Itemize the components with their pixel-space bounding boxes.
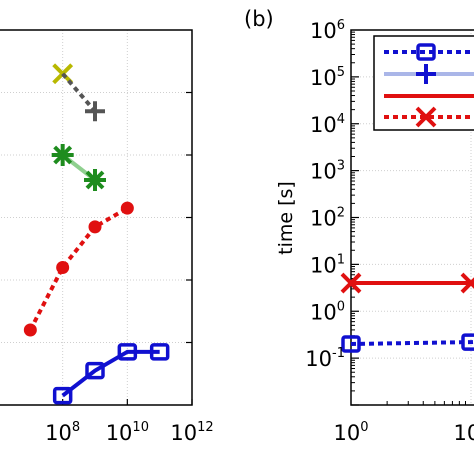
series-a-4-point-1-shape — [85, 361, 105, 380]
series-a-4 — [52, 343, 170, 405]
series-a-0-point-0 — [52, 63, 74, 85]
series-a-3-point-1-shape — [56, 261, 70, 274]
series-a-3-point-2-shape — [88, 220, 102, 234]
plot-frame-b — [350, 29, 474, 406]
x-tick-label-a-0: 108 — [45, 420, 80, 445]
series-a-3-point-2 — [88, 220, 102, 234]
series-a-4-line — [61, 349, 160, 398]
panel-b: (b) 106 105 104 103 102 101 100 10-1 100 101 tim… — [244, 7, 474, 445]
x-tick-label-b-1: 101 — [453, 420, 474, 445]
series-a-0-point-0-d2 — [52, 63, 74, 85]
x-tick-label-a-2: 1012 — [170, 420, 213, 445]
series-a-4-point-0 — [52, 386, 73, 405]
series-a-3-point-3 — [120, 201, 134, 215]
series-a-3 — [23, 201, 134, 337]
plot-frame-a — [0, 29, 193, 406]
y-tick-label-b-0: 106 — [310, 18, 345, 43]
y-tick-label-b-5: 101 — [310, 252, 345, 277]
series-a-4-point-3-shape — [149, 343, 170, 361]
series-b-3-point-1 — [460, 272, 474, 294]
series-a-3-point-3-shape — [120, 201, 134, 215]
series-a-4-point-2 — [117, 343, 138, 361]
series-b-0-point-0-shape — [341, 335, 361, 353]
series-a-3-point-0-shape — [23, 323, 37, 337]
y-tick-label-b-3: 103 — [310, 159, 345, 184]
series-a-2-point-0 — [51, 144, 74, 166]
series-group-b — [340, 272, 474, 353]
series-a-4-point-0-shape — [52, 386, 73, 405]
series-b-0-point-1 — [461, 333, 474, 351]
series-a-4-point-3 — [149, 343, 170, 361]
series-b-0-point-1-shape — [461, 333, 474, 351]
panel-label: (b) — [244, 7, 274, 31]
legend-marker-3-d2 — [415, 106, 437, 128]
series-b-3-point-0-d2 — [340, 272, 362, 294]
x-tick-labels-a: 108 1010 1012 — [45, 420, 213, 445]
y-tick-label-b-7: 10-1 — [305, 346, 345, 371]
series-b-3-point-0 — [340, 272, 362, 294]
x-tick-labels-b: 100 101 — [333, 420, 474, 445]
series-a-2-point-1-d2 — [85, 170, 105, 190]
series-a-3-point-1 — [56, 261, 70, 274]
series-a-3-point-0 — [23, 323, 37, 337]
series-a-4-point-1 — [85, 361, 105, 380]
y-tick-label-b-6: 100 — [310, 299, 345, 324]
series-a-0 — [52, 63, 74, 85]
y-axis-title: time [s] — [275, 181, 297, 255]
series-b-3 — [340, 272, 474, 294]
series-b-0 — [341, 333, 474, 353]
grid-a — [0, 30, 193, 405]
panel-a: 108 1010 1012 — [0, 29, 214, 445]
series-a-2 — [51, 144, 106, 191]
x-tick-label-b-0: 100 — [333, 420, 368, 445]
series-a-4-point-2-shape — [117, 343, 138, 361]
y-tick-label-b-1: 105 — [310, 65, 345, 90]
legend-marker-0-shape — [416, 43, 436, 61]
y-tick-label-b-4: 102 — [310, 206, 345, 231]
legend — [373, 35, 474, 131]
x-tick-label-a-1: 1010 — [106, 420, 149, 445]
legend-marker-1 — [416, 64, 436, 84]
y-tick-label-b-2: 104 — [310, 112, 345, 137]
series-a-3-line — [28, 206, 129, 331]
series-group-a — [23, 63, 170, 405]
series-a-2-point-0-d2 — [53, 145, 73, 165]
y-tick-labels-b: 106 105 104 103 102 101 100 10-1 — [305, 18, 345, 371]
legend-marker-0 — [416, 43, 436, 61]
series-b-0-line — [350, 339, 474, 347]
series-b-3-point-1-d2 — [460, 277, 474, 294]
series-a-2-point-1 — [84, 169, 106, 191]
legend-marker-3 — [415, 106, 437, 128]
series-b-0-point-0 — [341, 335, 361, 353]
